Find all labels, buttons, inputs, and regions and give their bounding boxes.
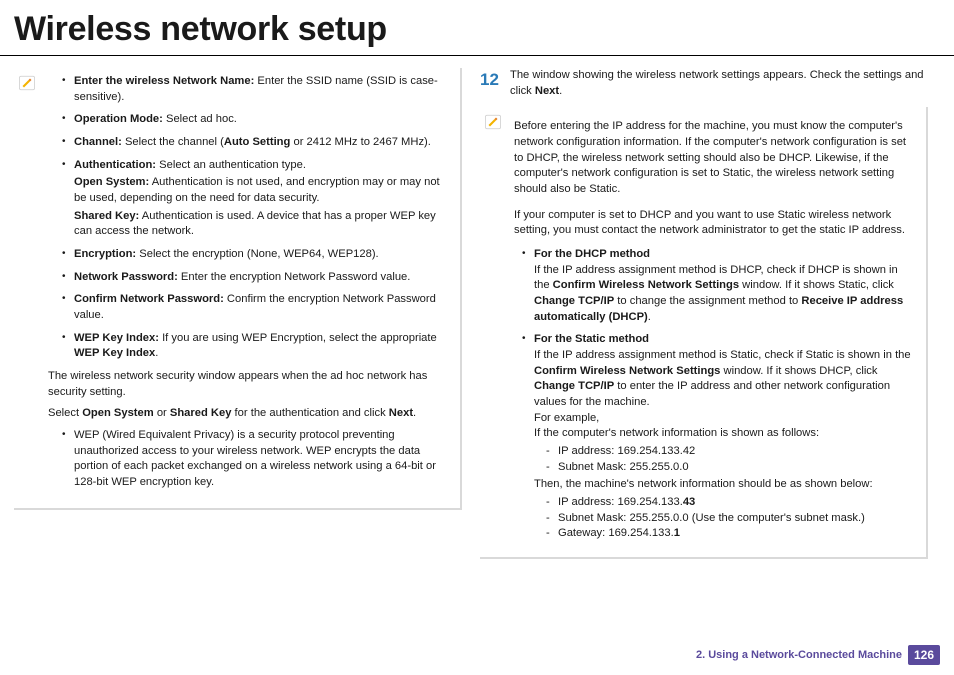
machine-info-list: IP address: 169.254.133.43 Subnet Mask: … xyxy=(534,495,916,542)
list-item: Encryption: Select the encryption (None,… xyxy=(62,247,450,263)
ip-note-para2: If your computer is set to DHCP and you … xyxy=(514,208,916,239)
pencil-note-icon xyxy=(484,113,502,131)
list-item: WEP Key Index: If you are using WEP Encr… xyxy=(62,331,450,362)
step-number: 12 xyxy=(480,68,510,92)
content-columns: Enter the wireless Network Name: Enter t… xyxy=(0,56,954,559)
left-note-box: Enter the wireless Network Name: Enter t… xyxy=(14,68,462,510)
security-window-para: The wireless network security window app… xyxy=(48,369,450,400)
dhcp-method-item: For the DHCP method If the IP address as… xyxy=(522,247,916,325)
list-item: IP address: 169.254.133.42 xyxy=(546,444,916,460)
list-item: Channel: Select the channel (Auto Settin… xyxy=(62,135,450,151)
list-item: Authentication: Select an authentication… xyxy=(62,158,450,240)
page-footer: 2. Using a Network-Connected Machine 126 xyxy=(696,645,940,665)
right-column: 12 The window showing the wireless netwo… xyxy=(480,68,928,559)
static-method-item: For the Static method If the IP address … xyxy=(522,332,916,542)
right-note-box: Before entering the IP address for the m… xyxy=(480,107,928,559)
list-item: Operation Mode: Select ad hoc. xyxy=(62,112,450,128)
list-item: IP address: 169.254.133.43 xyxy=(546,495,916,511)
ip-note-para1: Before entering the IP address for the m… xyxy=(514,119,916,197)
wep-bullet: WEP (Wired Equivalent Privacy) is a secu… xyxy=(48,428,450,491)
settings-bullet-list: Enter the wireless Network Name: Enter t… xyxy=(48,74,450,362)
example-label: For example, xyxy=(534,411,916,427)
select-auth-para: Select Open System or Shared Key for the… xyxy=(48,406,450,422)
example-intro: If the computer's network information is… xyxy=(534,426,916,442)
pencil-note-icon xyxy=(18,74,36,92)
page-number-badge: 126 xyxy=(908,645,940,665)
page-title: Wireless network setup xyxy=(0,0,954,56)
list-item: Subnet Mask: 255.255.0.0 (Use the comput… xyxy=(546,511,916,527)
left-column: Enter the wireless Network Name: Enter t… xyxy=(14,68,462,559)
then-label: Then, the machine's network information … xyxy=(534,477,916,493)
list-item: Confirm Network Password: Confirm the en… xyxy=(62,292,450,323)
computer-info-list: IP address: 169.254.133.42 Subnet Mask: … xyxy=(534,444,916,475)
list-item: Network Password: Enter the encryption N… xyxy=(62,270,450,286)
list-item: Enter the wireless Network Name: Enter t… xyxy=(62,74,450,105)
step-12: 12 The window showing the wireless netwo… xyxy=(480,68,928,99)
chapter-label: 2. Using a Network-Connected Machine xyxy=(696,649,902,661)
list-item: WEP (Wired Equivalent Privacy) is a secu… xyxy=(62,428,450,491)
method-list: For the DHCP method If the IP address as… xyxy=(514,247,916,542)
list-item: Subnet Mask: 255.255.0.0 xyxy=(546,460,916,476)
list-item: Gateway: 169.254.133.1 xyxy=(546,526,916,542)
